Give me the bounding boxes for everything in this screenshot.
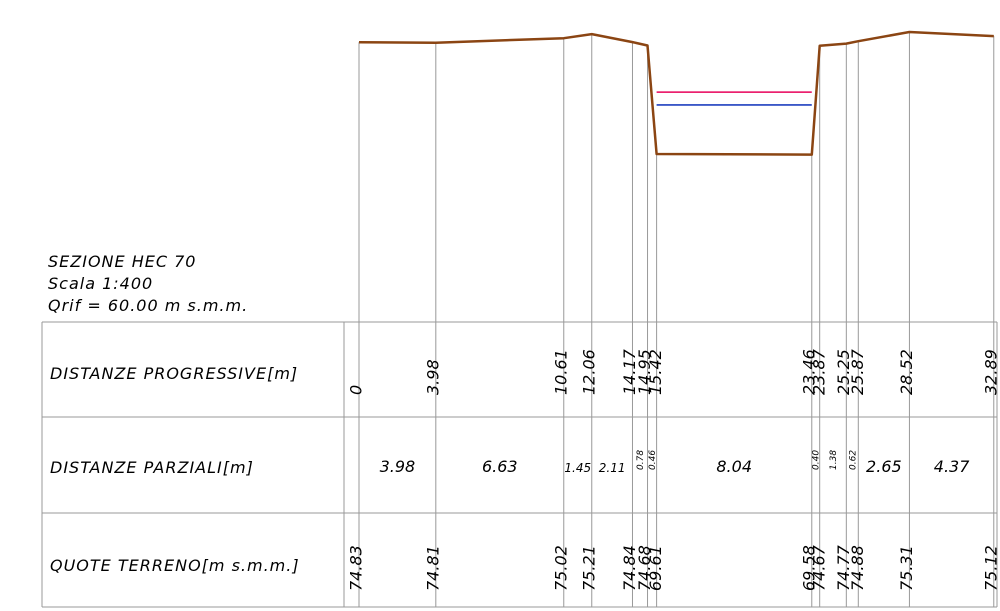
progressive-label: 25.25 bbox=[834, 349, 853, 395]
progressive-label: 14.17 bbox=[620, 348, 639, 395]
section-qrif: Qrif = 60.00 m s.m.m. bbox=[48, 296, 249, 315]
progressive-label: 3.98 bbox=[423, 359, 442, 395]
elevation-label: 74.68 bbox=[635, 545, 654, 591]
progressive-label: 32.89 bbox=[981, 349, 1000, 395]
elevation-label: 74.77 bbox=[834, 544, 853, 591]
station-lines bbox=[358, 32, 995, 607]
elevation-label: 69.61 bbox=[646, 545, 665, 591]
progressive-label: 12.06 bbox=[579, 349, 598, 395]
elevation-label: 75.21 bbox=[579, 545, 598, 591]
partial-label: 3.98 bbox=[380, 457, 416, 476]
elevation-label: 75.31 bbox=[897, 545, 916, 591]
elevation-label: 74.83 bbox=[347, 545, 366, 591]
partial-label: 0.46 bbox=[648, 450, 658, 470]
section-title: SEZIONE HEC 70 bbox=[48, 252, 197, 271]
partial-label: 6.63 bbox=[482, 457, 518, 476]
partial-label: 0.78 bbox=[636, 450, 646, 470]
elevation-label: 74.67 bbox=[809, 544, 828, 591]
progressive-label: 10.61 bbox=[551, 349, 570, 395]
elevation-label: 74.81 bbox=[423, 545, 442, 591]
row-label-partial: DISTANZE PARZIALI[m] bbox=[50, 458, 254, 477]
row-label-progressive: DISTANZE PROGRESSIVE[m] bbox=[50, 364, 299, 383]
partial-label: 4.37 bbox=[934, 457, 970, 476]
progressive-label: 25.87 bbox=[848, 348, 867, 395]
progressive-label: 28.52 bbox=[897, 349, 916, 395]
partial-label: 0.40 bbox=[812, 450, 822, 470]
partial-label: 1.45 bbox=[564, 461, 591, 475]
elevation-label: 74.88 bbox=[848, 545, 867, 591]
row-label-elevation: QUOTE TERRENO[m s.m.m.] bbox=[50, 556, 300, 575]
elevation-label: 69.58 bbox=[799, 545, 818, 591]
progressive-label: 23.87 bbox=[809, 348, 828, 395]
progressive-label: 14.95 bbox=[635, 349, 654, 395]
elevation-label: 75.02 bbox=[551, 545, 570, 591]
data-table-frame bbox=[41, 321, 998, 608]
progressive-label: 0 bbox=[347, 385, 366, 395]
terrain-line bbox=[358, 30, 994, 156]
partial-label: 0.62 bbox=[848, 450, 858, 470]
progressive-label: 15.42 bbox=[646, 349, 665, 395]
water-levels bbox=[656, 91, 812, 106]
elevation-label: 75.12 bbox=[981, 545, 1000, 591]
progressive-label: 23.46 bbox=[799, 349, 818, 395]
partial-label: 2.65 bbox=[866, 457, 902, 476]
terrain-profile bbox=[358, 30, 994, 156]
elevation-label: 74.84 bbox=[620, 545, 639, 591]
partial-label: 2.11 bbox=[599, 461, 626, 475]
section-scale: Scala 1:400 bbox=[48, 274, 154, 293]
partial-label: 1.38 bbox=[829, 450, 839, 470]
partial-label: 8.04 bbox=[716, 457, 752, 476]
